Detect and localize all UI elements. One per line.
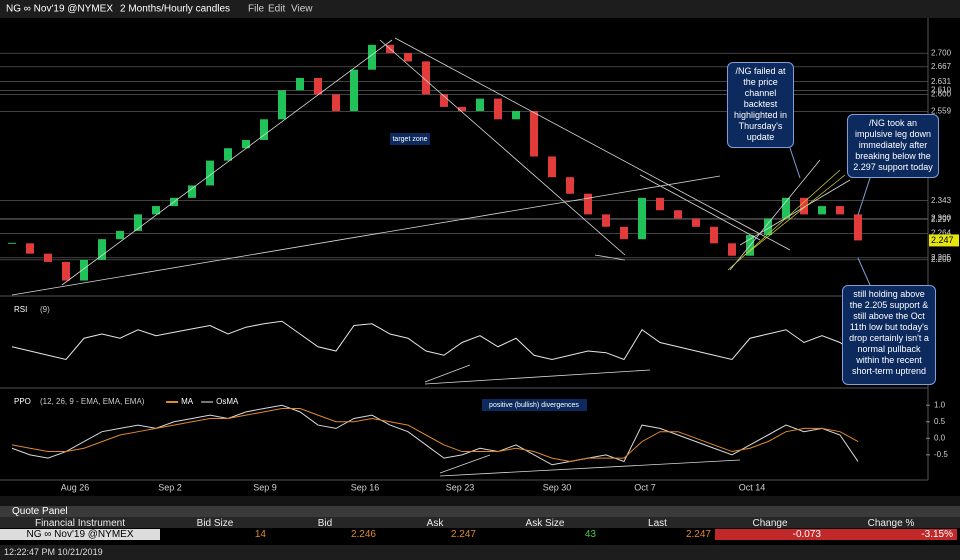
legend-label: PPO bbox=[14, 397, 31, 406]
y-tick-label: 2.600 bbox=[931, 90, 952, 99]
candle bbox=[836, 206, 844, 214]
legend-label: OsMA bbox=[216, 397, 239, 406]
candle bbox=[314, 78, 322, 95]
candle bbox=[854, 214, 862, 240]
candle bbox=[404, 53, 412, 61]
candle bbox=[818, 206, 826, 214]
candle bbox=[296, 78, 304, 90]
quote-panel-header: Quote Panel bbox=[0, 506, 960, 517]
candle bbox=[548, 157, 556, 178]
candle bbox=[800, 198, 808, 215]
legend-label: MA bbox=[181, 397, 194, 406]
x-tick-label: Sep 2 bbox=[158, 482, 182, 492]
candle bbox=[620, 227, 628, 239]
y-tick-label: 1.0 bbox=[934, 400, 946, 409]
x-tick-label: Oct 7 bbox=[634, 482, 656, 492]
table-cell: 43 bbox=[480, 529, 600, 540]
y-tick-label: 0.0 bbox=[934, 433, 946, 442]
callout: /NG failed at the price channel backtest… bbox=[727, 62, 794, 148]
candle bbox=[62, 262, 70, 281]
candle bbox=[224, 148, 232, 160]
x-tick-label: Sep 23 bbox=[446, 482, 475, 492]
table-row[interactable]: NG ∞ Nov'19 @NYMEX142.2462.247432.247-0.… bbox=[0, 528, 960, 541]
candle bbox=[584, 194, 592, 215]
period[interactable]: 2 Months/Hourly candles bbox=[120, 4, 230, 15]
x-tick-label: Sep 16 bbox=[351, 482, 380, 492]
last-price-label: 2.247 bbox=[931, 235, 954, 245]
candle bbox=[638, 198, 646, 239]
candle bbox=[350, 70, 358, 111]
navigator[interactable] bbox=[0, 496, 960, 506]
candle bbox=[98, 239, 106, 260]
candle bbox=[26, 243, 34, 253]
y-tick-label: 2.200 bbox=[931, 255, 952, 264]
candle bbox=[8, 243, 16, 244]
candle bbox=[656, 198, 664, 210]
divergence-label: positive (bullish) divergences bbox=[489, 402, 579, 409]
candle bbox=[674, 210, 682, 218]
status-bar: 12:22:47 PM 10/21/2019 bbox=[0, 545, 960, 560]
symbol[interactable]: NG ∞ Nov'19 @NYMEX bbox=[6, 4, 113, 15]
y-tick-label: 2.297 bbox=[931, 215, 952, 224]
table-header: Financial InstrumentBid SizeBidAskAsk Si… bbox=[0, 517, 960, 528]
y-tick-label: 2.631 bbox=[931, 77, 952, 86]
y-tick-label: 2.667 bbox=[931, 62, 952, 71]
panel-params: (9) bbox=[40, 305, 50, 314]
candle bbox=[116, 231, 124, 239]
candle bbox=[728, 243, 736, 255]
x-tick-label: Sep 30 bbox=[543, 482, 572, 492]
y-tick-label: 0.5 bbox=[934, 417, 946, 426]
candle bbox=[512, 111, 520, 119]
menu-file[interactable]: File bbox=[248, 4, 265, 15]
candle bbox=[332, 94, 340, 111]
table-cell: -3.15% bbox=[825, 529, 957, 540]
candle bbox=[602, 214, 610, 226]
x-tick-label: Sep 9 bbox=[253, 482, 277, 492]
table-cell: -0.073 bbox=[715, 529, 825, 540]
table-cell: 2.246 bbox=[270, 529, 380, 540]
menu-view[interactable]: View bbox=[291, 4, 313, 15]
panel-params: (12, 26, 9 - EMA, EMA, EMA) bbox=[40, 397, 145, 406]
quote-panel-title[interactable]: Quote Panel bbox=[12, 506, 68, 517]
x-tick-label: Aug 26 bbox=[61, 482, 90, 492]
candle bbox=[566, 177, 574, 194]
candle bbox=[692, 219, 700, 227]
candle bbox=[710, 227, 718, 244]
candle bbox=[242, 140, 250, 148]
candle bbox=[494, 99, 502, 120]
y-tick-label: 2.343 bbox=[931, 196, 952, 205]
plot-background bbox=[0, 18, 960, 496]
callout: /NG took an impulsive leg down immediate… bbox=[847, 114, 939, 178]
candle bbox=[458, 107, 466, 111]
y-tick-label: -0.5 bbox=[934, 450, 948, 459]
candle bbox=[278, 90, 286, 119]
chart-window: NG ∞ Nov'19 @NYMEX 2 Months/Hourly candl… bbox=[0, 0, 960, 506]
table-cell: NG ∞ Nov'19 @NYMEX bbox=[0, 529, 160, 540]
y-tick-label: 2.700 bbox=[931, 48, 952, 57]
candle bbox=[476, 99, 484, 111]
candle bbox=[188, 185, 196, 197]
menu-edit[interactable]: Edit bbox=[268, 4, 285, 15]
panel-title: RSI bbox=[14, 305, 27, 314]
callout: still holding above the 2.205 support & … bbox=[842, 285, 936, 385]
table-cell: 2.247 bbox=[600, 529, 715, 540]
x-tick-label: Oct 14 bbox=[739, 482, 766, 492]
candle bbox=[80, 260, 88, 281]
table-cell: 14 bbox=[160, 529, 270, 540]
status-time: 12:22:47 PM 10/21/2019 bbox=[4, 547, 103, 558]
target-zone-label: target zone bbox=[392, 136, 427, 143]
candle bbox=[530, 111, 538, 156]
table-cell: 2.247 bbox=[380, 529, 480, 540]
candle bbox=[44, 254, 52, 262]
